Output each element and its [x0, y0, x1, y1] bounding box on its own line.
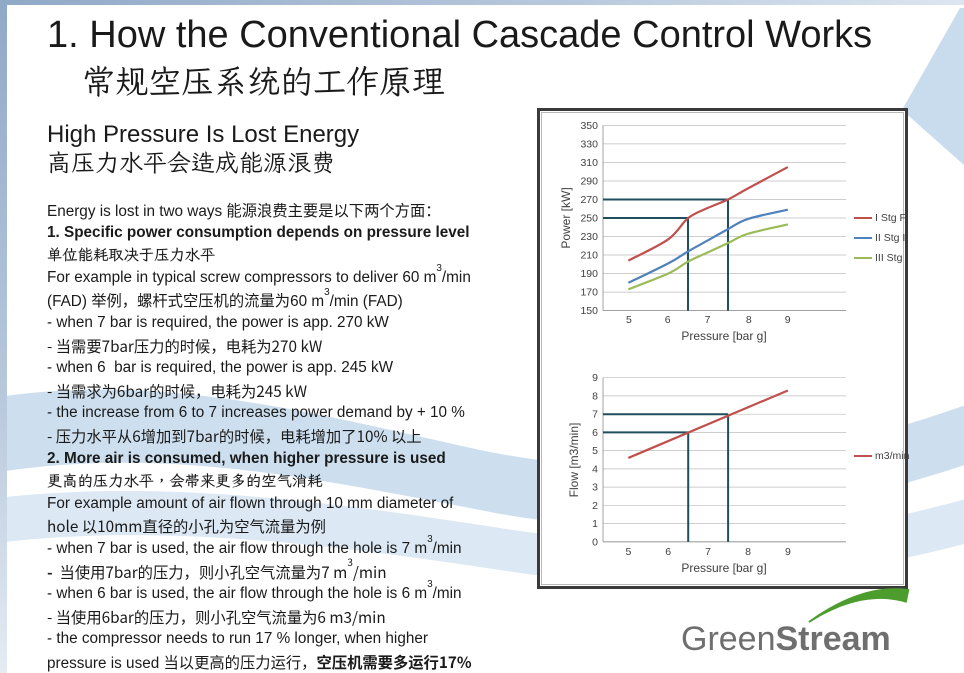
svg-text:5: 5	[626, 314, 632, 326]
svg-text:II Stg I: II Stg I	[875, 232, 905, 244]
svg-text:270: 270	[580, 194, 598, 206]
svg-text:250: 250	[580, 213, 598, 225]
svg-text:m3/min: m3/min	[875, 450, 910, 462]
svg-text:9: 9	[785, 546, 791, 558]
svg-text:9: 9	[592, 372, 598, 384]
svg-text:8: 8	[746, 314, 752, 326]
svg-text:190: 190	[580, 268, 598, 280]
svg-text:Power [kW]: Power [kW]	[559, 187, 573, 248]
svg-text:150: 150	[580, 305, 598, 317]
svg-text:6: 6	[665, 314, 671, 326]
svg-text:7: 7	[592, 409, 598, 421]
svg-text:210: 210	[580, 250, 598, 262]
svg-text:7: 7	[705, 546, 711, 558]
svg-text:Flow [m3/min]: Flow [m3/min]	[567, 423, 581, 498]
svg-text:3: 3	[592, 482, 598, 494]
svg-text:6: 6	[665, 546, 671, 558]
svg-text:6: 6	[592, 427, 598, 439]
svg-text:230: 230	[580, 231, 598, 243]
svg-text:Pressure [bar g]: Pressure [bar g]	[681, 561, 766, 575]
svg-text:I Stg F: I Stg F	[875, 212, 906, 224]
svg-text:III Stg: III Stg	[875, 252, 903, 264]
svg-text:4: 4	[592, 464, 598, 476]
svg-text:8: 8	[592, 391, 598, 403]
svg-text:2: 2	[592, 500, 598, 512]
svg-text:170: 170	[580, 287, 598, 299]
svg-text:350: 350	[580, 120, 598, 132]
svg-text:330: 330	[580, 139, 598, 151]
svg-text:7: 7	[705, 314, 711, 326]
svg-text:5: 5	[592, 445, 598, 457]
svg-text:GreenStream: GreenStream	[681, 620, 891, 658]
svg-text:8: 8	[745, 546, 751, 558]
svg-text:1: 1	[592, 518, 598, 530]
svg-text:Pressure [bar g]: Pressure [bar g]	[681, 329, 766, 343]
svg-text:310: 310	[580, 157, 598, 169]
svg-text:9: 9	[785, 314, 791, 326]
svg-text:0: 0	[592, 537, 598, 549]
svg-text:5: 5	[625, 546, 631, 558]
svg-text:290: 290	[580, 176, 598, 188]
